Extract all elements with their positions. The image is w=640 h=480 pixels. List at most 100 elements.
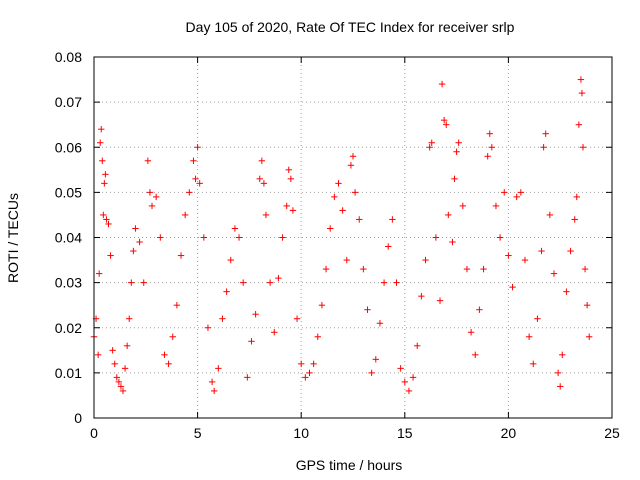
y-tick-label: 0 [74,410,82,426]
data-point [111,360,118,368]
data-point [550,270,558,277]
data-point [204,324,212,331]
data-point [449,238,456,246]
data-point [130,247,137,255]
data-point [501,189,508,196]
data-point [451,175,458,183]
data-point [480,265,487,273]
data-point [349,153,357,160]
data-point [422,256,429,264]
data-point [492,202,500,210]
data-point [144,157,152,164]
data-point [364,306,371,313]
data-point [100,211,107,219]
data-point [331,193,338,201]
data-point [509,283,516,291]
data-point [152,193,160,201]
data-point [165,360,172,368]
data-point [310,360,317,368]
data-point [581,265,589,273]
data-point [275,274,282,282]
data-point [351,189,359,196]
data-point [445,211,452,219]
data-point [105,220,112,228]
data-point [426,144,433,151]
data-point [575,121,583,128]
x-tick-label: 25 [604,425,620,441]
data-point [372,356,379,363]
data-point [339,207,346,214]
data-point [248,338,255,345]
data-point [103,216,110,223]
data-point [327,225,334,232]
data-point [215,365,222,372]
data-point [121,365,129,372]
data-point [554,369,562,377]
x-axis-label: GPS time / hours [296,457,403,473]
y-tick-label: 0.02 [55,320,82,336]
data-point [405,387,413,395]
x-tick-label: 5 [194,425,202,441]
data-point [476,306,483,313]
data-point [136,238,143,246]
data-point [271,329,278,336]
data-point [95,270,103,277]
data-point [409,374,417,381]
data-point [573,193,580,201]
data-point [200,234,208,241]
data-point [99,157,106,164]
x-tick-label: 20 [501,425,517,441]
data-point [376,320,384,327]
data-point [219,315,226,322]
data-point [542,130,549,137]
data-point [546,211,554,219]
data-point [578,89,586,97]
data-point [227,256,234,264]
data-point [397,365,404,372]
data-point [210,387,218,395]
data-point [283,202,290,210]
data-point [239,279,247,286]
data-point [102,171,109,178]
tick-labels: 0 5 10 15 20 25 0 0.01 0.02 0.03 0.04 0.05 0.06 0.07 0… [55,49,620,441]
data-point [140,279,147,286]
data-point [194,144,201,151]
data-point [393,279,400,286]
data-point [438,80,446,88]
data-point [115,378,123,386]
data-point [262,211,270,219]
data-point [322,265,330,273]
data-point [418,292,425,300]
data-point [169,333,176,340]
data-point [414,342,421,349]
data-point [484,153,491,160]
data-point [436,297,444,304]
data-point [196,180,203,187]
data-point [455,139,462,146]
y-tick-label: 0.08 [55,49,82,65]
data-point [538,247,545,255]
data-point [256,175,263,183]
data-point [486,130,493,137]
data-point [583,301,591,309]
data-point [318,301,326,309]
data-point [231,225,239,232]
data-point [389,216,396,223]
data-point [285,166,292,174]
data-point [181,211,189,219]
data-point [314,333,321,340]
data-point [521,256,529,264]
data-point [146,189,154,196]
data-point [571,216,578,223]
data-point [513,193,520,201]
x-tick-label: 10 [293,425,309,441]
y-tick-label: 0.01 [55,365,82,381]
data-point [190,157,197,164]
data-point [368,369,375,377]
data-point [401,378,408,386]
data-point [496,234,504,241]
y-tick-label: 0.03 [55,275,82,291]
data-point [525,333,533,340]
